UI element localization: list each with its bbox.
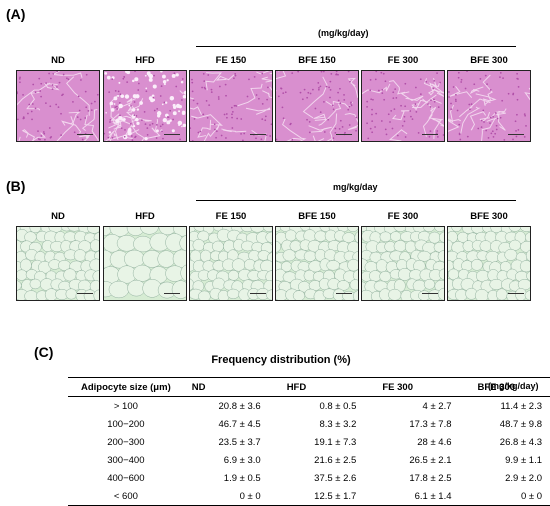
size-range: 100−200	[107, 418, 145, 430]
value-fe300: 4 ± 2.7	[422, 400, 452, 412]
panel-a-dose-bracket	[196, 46, 516, 47]
adipose-image-hfd	[103, 226, 187, 301]
header-bfe300: BFE 300	[469, 377, 550, 397]
size-range: 200−300	[107, 436, 145, 448]
frequency-table-title: Frequency distribution (%)	[211, 354, 351, 366]
panel-b-label: (B)	[6, 178, 26, 194]
liver-image-nd	[16, 70, 100, 142]
liver-image-bfe300	[447, 70, 531, 142]
panel-b-unit: mg/kg/day	[333, 182, 378, 192]
panel-a-col-fe300: FE 300	[387, 55, 419, 66]
header-fe300: FE 300	[374, 377, 470, 397]
value-fe300: 17.3 ± 7.8	[409, 418, 452, 430]
header-hfd: HFD	[278, 377, 375, 397]
value-nd: 23.5 ± 3.7	[218, 436, 261, 448]
liver-image-bfe150	[275, 70, 359, 142]
value-hfd: 37.5 ± 2.6	[314, 472, 357, 484]
panel-b-col-hfd: HFD	[135, 211, 155, 222]
value-fe300: 6.1 ± 1.4	[374, 487, 470, 506]
size-range: 400−600	[107, 472, 145, 484]
value-hfd: 12.5 ± 1.7	[278, 487, 375, 506]
value-nd: 46.7 ± 4.5	[218, 418, 261, 430]
value-hfd: 8.3 ± 3.2	[319, 418, 357, 430]
frequency-table: Adipocyte size (μm) ND HFD FE 300 BFE 30…	[68, 377, 550, 506]
value-nd: 20.8 ± 3.6	[218, 400, 261, 412]
value-fe300: 26.5 ± 2.1	[409, 454, 452, 466]
value-fe300: 17.8 ± 2.5	[409, 472, 452, 484]
size-range: < 600	[68, 487, 184, 506]
table-row: 400−600 1.9 ± 0.5 37.5 ± 2.6 17.8 ± 2.5 …	[68, 469, 550, 487]
size-range: > 100	[113, 400, 138, 412]
table-row: < 600 0 ± 0 12.5 ± 1.7 6.1 ± 1.4 0 ± 0	[68, 487, 550, 506]
adipose-image-bfe150	[275, 226, 359, 301]
panel-b-col-fe300: FE 300	[387, 211, 419, 222]
panel-a-col-nd: ND	[51, 55, 65, 66]
value-hfd: 0.8 ± 0.5	[319, 400, 357, 412]
value-nd: 0 ± 0	[183, 487, 279, 506]
size-range: 300−400	[107, 454, 145, 466]
panel-a-col-bfe300: BFE 300	[470, 55, 508, 66]
header-nd: ND	[183, 377, 279, 397]
adipose-image-fe150	[189, 226, 273, 301]
adipose-image-bfe300	[447, 226, 531, 301]
adipose-image-fe300	[361, 226, 445, 301]
panel-a-col-hfd: HFD	[135, 55, 155, 66]
value-fe300: 28 ± 4.6	[417, 436, 452, 448]
table-row: > 100 20.8 ± 3.6 0.8 ± 0.5 4 ± 2.7 11.4 …	[68, 397, 550, 416]
table-row: 100−200 46.7 ± 4.5 8.3 ± 3.2 17.3 ± 7.8 …	[68, 415, 550, 433]
panel-b-dose-bracket	[196, 200, 516, 201]
table-row: 300−400 6.9 ± 3.0 21.6 ± 2.5 26.5 ± 2.1 …	[68, 451, 550, 469]
panel-a-col-fe150: FE 150	[215, 55, 247, 66]
panel-b-col-nd: ND	[51, 211, 65, 222]
value-bfe300: 0 ± 0	[469, 487, 550, 506]
value-bfe300: 48.7 ± 9.8	[499, 418, 542, 430]
liver-image-fe300	[361, 70, 445, 142]
panel-b-col-bfe150: BFE 150	[298, 211, 336, 222]
value-bfe300: 11.4 ± 2.3	[500, 400, 542, 412]
panel-c-label: (C)	[34, 344, 54, 360]
value-bfe300: 26.8 ± 4.3	[499, 436, 542, 448]
value-bfe300: 9.9 ± 1.1	[505, 454, 542, 466]
adipose-image-nd	[16, 226, 100, 301]
panel-b-col-bfe300: BFE 300	[470, 211, 508, 222]
panel-a-unit: (mg/kg/day)	[318, 28, 369, 38]
value-nd: 6.9 ± 3.0	[223, 454, 261, 466]
panel-b-col-fe150: FE 150	[215, 211, 247, 222]
liver-image-fe150	[189, 70, 273, 142]
panel-a-col-bfe150: BFE 150	[298, 55, 336, 66]
table-row: 200−300 23.5 ± 3.7 19.1 ± 7.3 28 ± 4.6 2…	[68, 433, 550, 451]
value-bfe300: 2.9 ± 2.0	[505, 472, 542, 484]
value-hfd: 21.6 ± 2.5	[314, 454, 357, 466]
value-nd: 1.9 ± 0.5	[223, 472, 261, 484]
panel-a-label: (A)	[6, 6, 26, 22]
liver-image-hfd	[103, 70, 187, 142]
value-hfd: 19.1 ± 7.3	[314, 436, 357, 448]
header-adipocyte-size: Adipocyte size (μm)	[68, 377, 184, 397]
table-header-row: Adipocyte size (μm) ND HFD FE 300 BFE 30…	[68, 377, 550, 397]
